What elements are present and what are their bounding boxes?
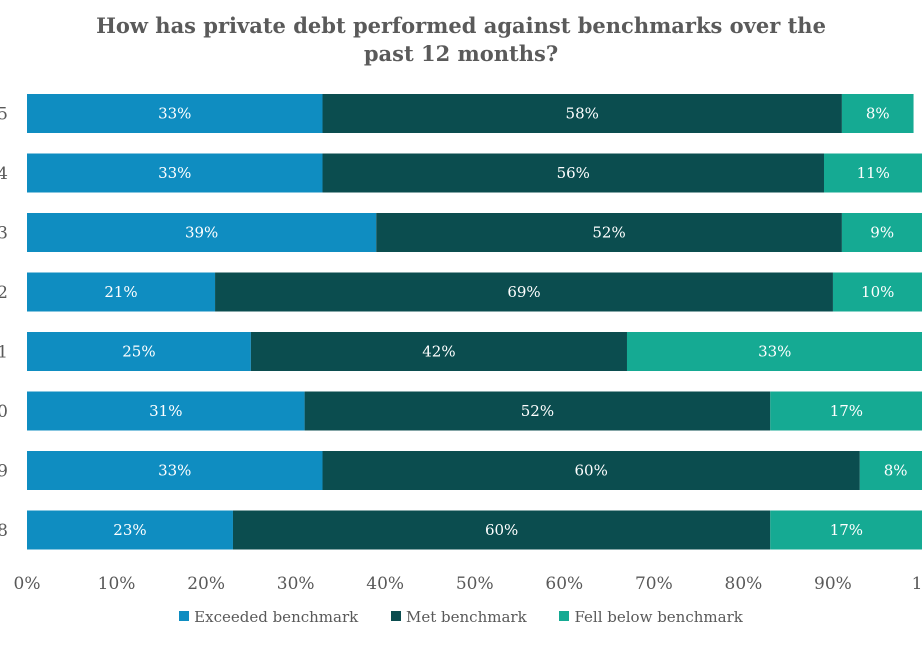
x-tick-label: 80% [725,574,763,594]
x-tick-label: 30% [277,574,315,594]
bar-segment [322,451,860,490]
bar-segment [770,391,922,431]
legend-label-met: Met benchmark [406,608,527,626]
x-tick-label: 90% [814,574,852,594]
bar-segment [322,153,824,193]
category-label: 0 [0,402,8,422]
bar-segment [27,272,216,312]
legend-swatch-fell [559,611,570,621]
data-label: 39% [185,224,218,242]
data-label: 60% [485,521,518,539]
data-label: 69% [507,283,540,301]
bar-segment [27,213,377,252]
data-label: 33% [158,462,191,480]
bar-segment [232,510,771,550]
bar-segment [841,94,914,133]
x-tick-label: 40% [366,574,404,594]
bar-segment [841,213,922,252]
data-label: 11% [857,164,890,182]
bar-segment [376,213,842,252]
data-label: 58% [566,105,599,123]
bar-segment [27,391,305,431]
data-label: 33% [758,343,791,361]
bar-segment [27,332,251,371]
data-label: 23% [113,521,146,539]
data-label: 42% [422,343,455,361]
bar-segment [859,451,922,490]
bar-segment [215,272,833,312]
data-label: 25% [122,343,155,361]
data-label: 52% [592,224,625,242]
bar-segment [823,153,922,193]
data-label: 52% [521,402,554,420]
x-tick-label: 10 [912,574,922,594]
plot-area: 5 33% 58% 8% 4 33% 56% 11% 3 39% 52% 9% 2 21% 69% 10% 1 2… [0,94,922,594]
bar-segment [27,510,233,550]
data-label: 60% [574,462,607,480]
chart-title-line-2: past 12 months? [363,41,559,66]
x-tick-label: 60% [545,574,583,594]
data-label: 9% [870,224,894,242]
category-label: 2 [0,283,8,303]
x-tick-label: 0% [14,574,41,594]
chart-title-line-1: How has private debt performed against b… [96,13,826,38]
category-label: 4 [0,164,8,184]
category-label: 3 [0,224,8,244]
legend-label-fell: Fell below benchmark [574,608,743,626]
legend-label-exceeded: Exceeded benchmark [194,608,359,626]
data-label: 17% [830,521,863,539]
x-tick-label: 50% [456,574,494,594]
bar-segment [27,153,323,193]
chart-title: How has private debt performed against b… [0,12,922,68]
x-tick-label: 10% [98,574,136,594]
legend-swatch-met [391,611,401,621]
bar-segment [322,94,842,133]
x-tick-label: 20% [187,574,225,594]
category-label: 5 [0,105,8,125]
data-label: 21% [104,283,137,301]
data-label: 33% [158,105,191,123]
legend-item-exceeded: Exceeded benchmark [179,608,358,626]
bar-segment [626,332,922,371]
bar-segment [27,94,323,133]
data-label: 17% [830,402,863,420]
legend-item-met: Met benchmark [391,608,527,626]
bar-segment [250,332,627,371]
data-label: 8% [866,105,890,123]
category-label: 1 [0,343,8,363]
legend: Exceeded benchmark Met benchmark Fell be… [0,608,922,626]
bar-segment [832,272,922,312]
x-tick-label: 70% [635,574,673,594]
data-label: 56% [557,164,590,182]
category-label: 9 [0,462,8,482]
bar-segment [304,391,771,431]
bar-segment [27,451,323,490]
legend-swatch-exceeded [179,611,190,621]
data-label: 33% [158,164,191,182]
data-label: 10% [861,283,894,301]
legend-item-fell: Fell below benchmark [559,608,743,626]
data-label: 31% [149,402,182,420]
bar-segment [770,510,922,550]
data-label: 8% [884,462,908,480]
category-label: 8 [0,521,8,541]
